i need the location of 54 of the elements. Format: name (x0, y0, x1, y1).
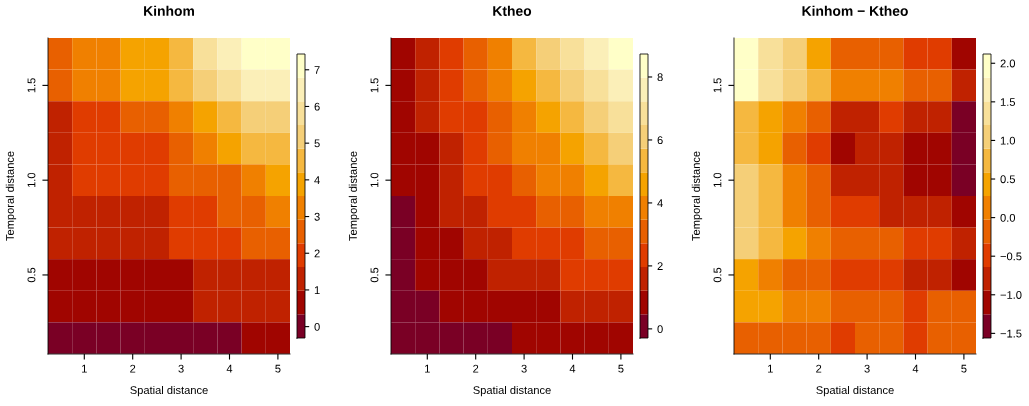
color-bar-label: −0.5 (1000, 252, 1022, 261)
y-axis-title: Temporal distance (348, 151, 360, 241)
y-tick-label: 1.0 (27, 172, 36, 188)
color-bar-label: 1 (314, 286, 320, 294)
color-bar-label: −1.5 (1000, 329, 1022, 338)
y-tick-label: 1.5 (27, 78, 36, 93)
chart-title: Kinhom (144, 5, 194, 16)
x-tick-label: 5 (961, 364, 967, 373)
color-bar-label: 6 (657, 136, 663, 145)
color-bar-label: 1.0 (1000, 136, 1016, 145)
color-bar-label: 0 (314, 322, 320, 331)
color-bar-label: 7 (314, 66, 320, 74)
chart-title: Ktheo (493, 5, 532, 16)
x-tick-label: 2 (130, 364, 136, 373)
color-bar-label: 4 (657, 199, 663, 207)
x-tick-label: 4 (912, 364, 919, 373)
color-bar-label: 0 (657, 325, 663, 333)
x-axis-title: Spatial distance (130, 385, 208, 397)
x-tick-label: 1 (425, 364, 430, 373)
y-tick-label: 1.5 (370, 78, 379, 93)
x-tick-label: 3 (521, 364, 527, 373)
color-bar-label: 0.5 (1000, 175, 1016, 184)
x-tick-label: 4 (569, 364, 576, 373)
x-axis-title: Spatial distance (816, 385, 894, 397)
color-bar-label: 2 (657, 262, 663, 270)
color-bar-label: 4 (314, 176, 320, 184)
y-tick-label: 0.5 (370, 267, 379, 283)
y-tick-label: 1.0 (713, 172, 722, 188)
x-tick-label: 4 (226, 364, 233, 373)
color-bar-label: 5 (314, 139, 320, 148)
x-tick-label: 5 (618, 364, 624, 373)
color-bar-label: 2 (314, 249, 320, 258)
y-axis-title: Temporal distance (691, 151, 703, 241)
color-bar-label: 0.0 (1000, 213, 1016, 222)
y-tick-label: 1.0 (370, 172, 379, 188)
color-bar-label: −1.0 (1000, 291, 1022, 299)
color-bar-label: 6 (314, 102, 320, 111)
color-bar-label: 2.0 (1000, 59, 1016, 68)
color-bar-label: 1.5 (1000, 98, 1016, 106)
x-axis-title: Spatial distance (473, 385, 551, 397)
x-tick-label: 5 (275, 364, 281, 373)
y-tick-label: 0.5 (27, 267, 36, 283)
x-tick-label: 3 (178, 364, 184, 373)
y-tick-label: 0.5 (713, 267, 722, 283)
color-bar-label: 3 (314, 212, 320, 221)
x-tick-label: 2 (473, 364, 479, 373)
chart-title: Kinhom − Ktheo (802, 5, 908, 16)
x-tick-label: 1 (768, 364, 773, 373)
color-bar-label: 8 (657, 73, 663, 82)
y-axis-title: Temporal distance (5, 151, 17, 241)
y-tick-label: 1.5 (713, 78, 722, 93)
x-tick-label: 1 (82, 364, 87, 373)
x-tick-label: 3 (864, 364, 870, 373)
x-tick-label: 2 (816, 364, 822, 373)
